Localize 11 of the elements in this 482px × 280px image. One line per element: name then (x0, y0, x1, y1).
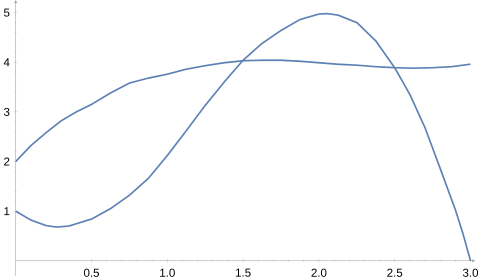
x-tick-label: 1.5 (236, 268, 251, 277)
y-tick-label: 4 (4, 58, 10, 66)
y-tick-label: 3 (4, 108, 10, 116)
x-tick-label: 2.0 (311, 268, 326, 277)
y-tick-label: 2 (4, 157, 10, 166)
y-tick-label: 5 (4, 8, 10, 16)
x-tick-label: 0.5 (84, 268, 100, 277)
x-tick-label: 3.0 (462, 268, 478, 277)
x-tick-label: 1.0 (160, 268, 175, 277)
y-tick-label: 1 (4, 207, 10, 215)
x-tick-label: 2.5 (387, 268, 402, 277)
